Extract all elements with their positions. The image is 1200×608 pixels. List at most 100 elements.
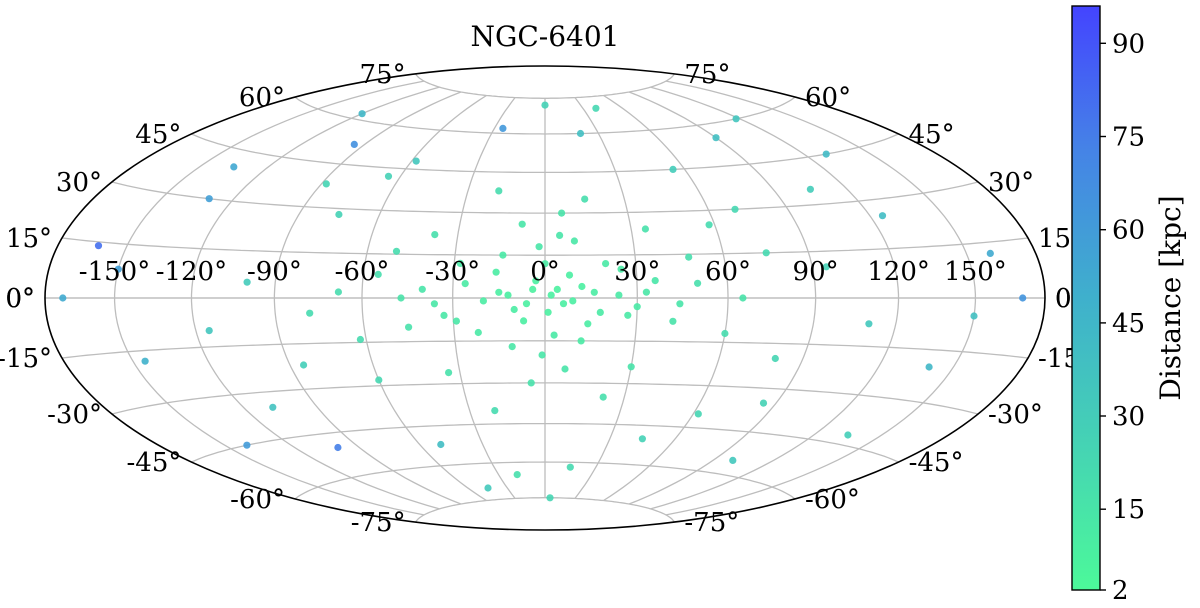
lon-tick-label: 30° [614,257,660,287]
data-point [334,443,342,452]
data-point [615,291,623,299]
data-point [356,335,364,344]
grid-meridian [273,91,462,505]
data-point [759,399,768,407]
data-point [491,407,499,415]
data-point [358,110,366,118]
data-point [532,277,540,285]
data-point [570,237,579,245]
data-point [456,259,464,267]
chart-title: NGC-6401 [470,20,619,53]
lat-tick-label-left: 0° [5,284,35,314]
data-point [712,134,720,142]
data-point [205,195,213,203]
data-point [474,328,482,337]
colorbar-tick-label: 30 [1112,402,1145,432]
data-point [479,297,487,305]
data-point [547,291,555,299]
colorbar-gradient [1071,5,1101,591]
data-point [535,243,543,251]
data-point [300,361,308,369]
data-point [592,104,600,112]
data-point [529,285,537,293]
data-point [384,172,393,180]
grid-meridian [650,86,900,510]
data-point [397,294,405,302]
data-point [335,210,343,219]
lat-tick-label-left: 0° [5,284,35,314]
lon-tick-label: 120° [867,257,930,287]
data-point [440,311,448,319]
colorbar-ticks: 2 15 30 45 60 75 90 [1100,29,1145,606]
data-point [504,291,512,299]
data-point [721,329,729,338]
lon-tick-label: 60° [705,257,751,287]
data-point [569,297,577,305]
data-point [306,309,314,317]
lat-tick-label-left: 15° [6,224,52,254]
lon-tick-label: -150° [79,257,150,287]
map-boundary [44,65,1046,531]
data-point [694,279,702,287]
data-point [641,225,650,233]
data-point [565,271,574,279]
data-point [1019,294,1027,302]
data-point [806,185,815,193]
data-point [638,435,647,443]
colorbar-tick-label: 75 [1112,123,1145,153]
grid-meridian [113,80,425,516]
data-point [559,300,568,308]
data-point [322,180,330,188]
data-point [445,369,453,377]
grid-meridian [603,94,729,502]
data-point [878,212,887,220]
data-point [484,484,492,492]
data-point [269,403,277,411]
data-point [418,285,426,293]
data-point [544,308,552,316]
data-point [392,247,401,255]
data-point [205,327,213,335]
data-point [596,308,604,316]
data-point [452,317,460,325]
lat-tick-label-left: -45° [127,448,182,478]
data-point [556,231,564,239]
lon-tick-label: 0° [530,257,560,287]
lat-tick-label-right: 75° [684,60,730,90]
data-point [694,410,702,418]
data-point [578,282,586,291]
lat-tick-label-left: 30° [56,168,102,198]
data-point [822,150,830,158]
data-point [561,365,569,373]
data-point [243,441,251,449]
grid-meridian [190,86,440,510]
data-point [495,187,503,195]
data-point [495,288,503,296]
colorbar-tick-label: 45 [1112,309,1145,339]
data-point [431,231,439,239]
data-point [925,363,933,371]
data-point [584,320,592,328]
lat-tick-label-right: -60° [805,485,860,515]
data-point [617,265,625,273]
data-point [492,268,500,276]
lat-tick-label-right: -30° [988,400,1043,430]
data-point [642,288,651,296]
lat-tick-label-right: -45° [909,448,964,478]
lon-tick-label: -60° [335,257,390,287]
data-point [729,456,737,464]
grid-meridian [628,91,817,505]
data-point [513,471,521,479]
data-point [731,205,739,213]
data-point [374,270,382,278]
data-point [59,294,67,302]
data-point [510,305,518,314]
data-point [627,363,635,371]
data-point [669,317,677,325]
data-point [550,331,558,339]
lon-tick-label: 150° [944,257,1007,287]
data-point [430,300,438,308]
lat-tick-label-right: 45° [909,120,955,150]
data-point [599,393,607,401]
lat-tick-label-left: -30° [47,400,102,430]
